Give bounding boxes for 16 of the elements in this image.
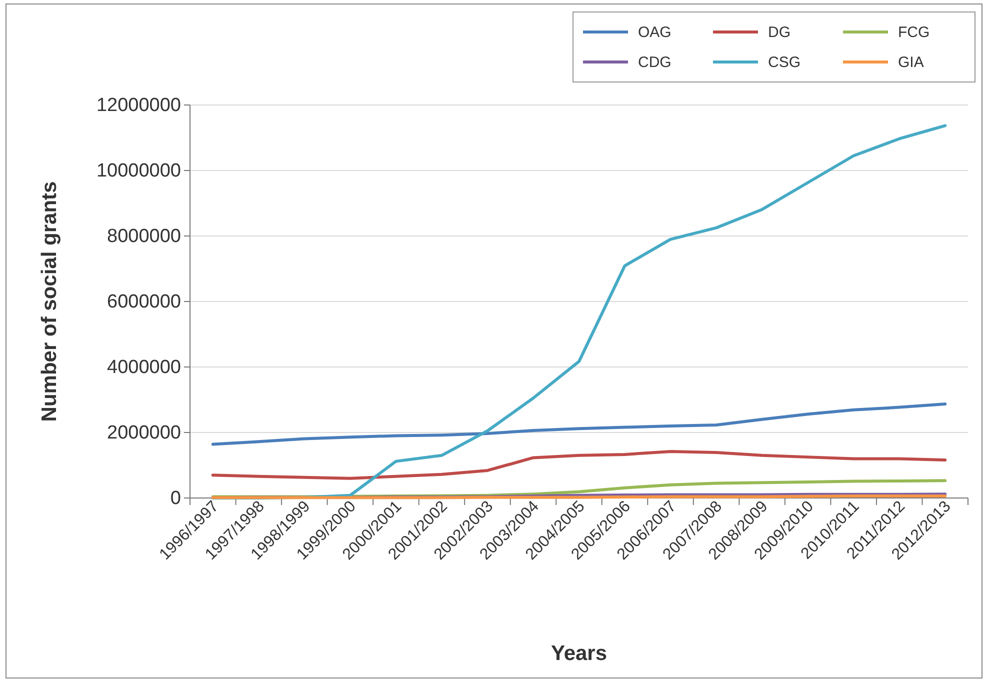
legend-label: CDG — [638, 54, 672, 71]
y-tick-label: 10000000 — [96, 160, 181, 182]
y-tick-label: 2000000 — [107, 422, 181, 444]
legend-label: FCG — [898, 24, 930, 41]
line-series — [211, 402, 947, 446]
y-axis-title: Number of social grants — [38, 181, 61, 422]
legend-label: GIA — [898, 54, 924, 71]
legend-label: DG — [768, 24, 790, 41]
line-series — [211, 450, 947, 480]
y-tick-label: 12000000 — [96, 95, 181, 116]
y-tick-label: 6000000 — [107, 292, 181, 313]
y-tick-label: 8000000 — [107, 226, 181, 248]
y-tick-label: 4000000 — [107, 357, 181, 378]
x-axis-title: Years — [550, 642, 608, 665]
legend-label: CSG — [768, 54, 801, 71]
legend-label: OAG — [638, 24, 672, 41]
